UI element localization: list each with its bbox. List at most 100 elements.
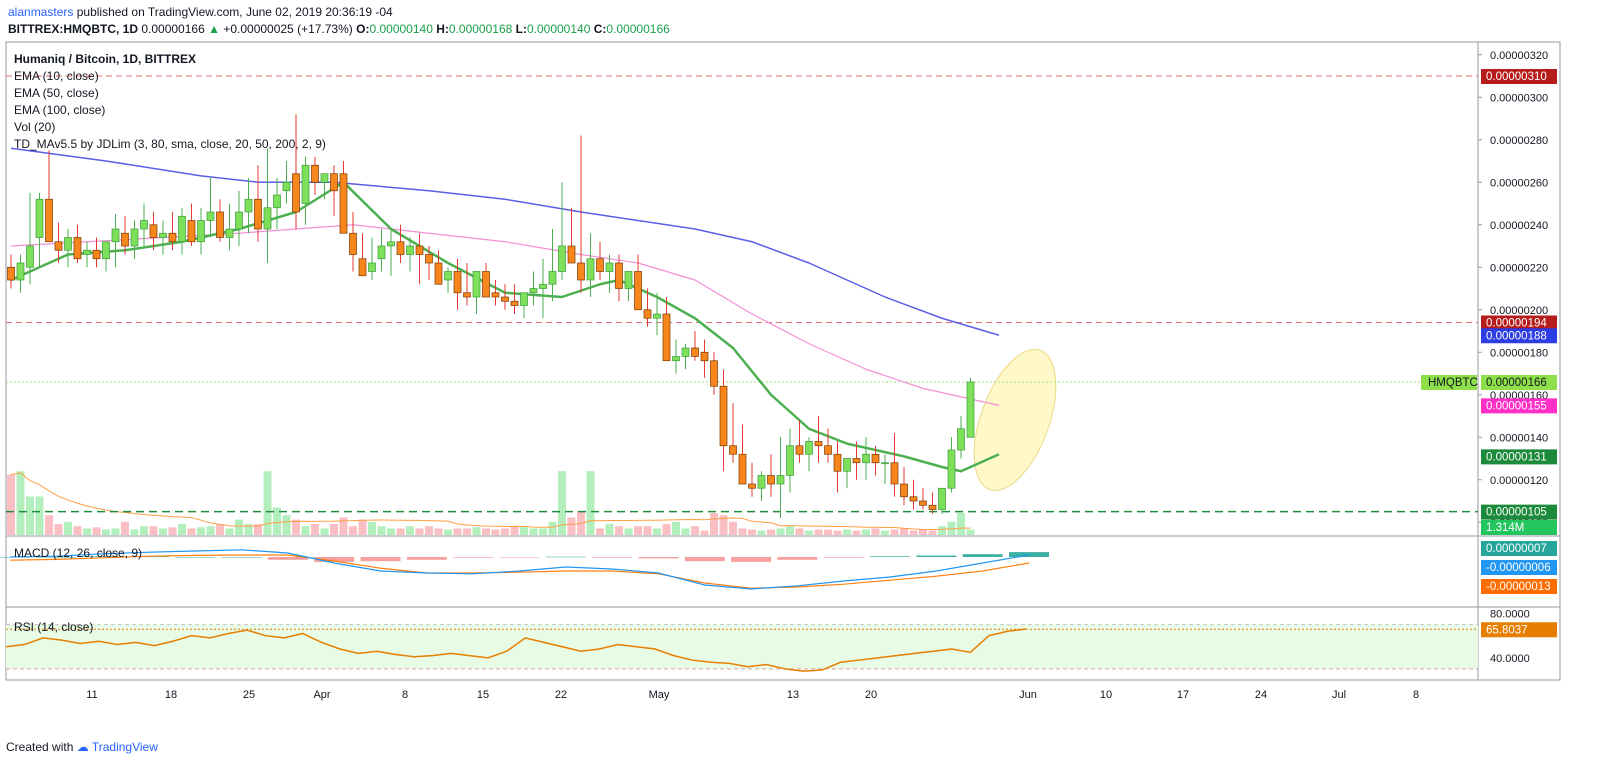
- recent-breakout-ellipse: [973, 348, 1057, 492]
- candle-body: [311, 164, 319, 183]
- candle-body: [187, 220, 196, 243]
- volume-bar: [434, 528, 443, 535]
- footer-prefix: Created with: [6, 740, 74, 754]
- candle-body: [482, 271, 490, 298]
- candle-body: [225, 228, 234, 238]
- candle-body: [653, 313, 661, 319]
- candle-body: [548, 271, 557, 285]
- macd-histogram-bar: [962, 554, 1003, 557]
- candle-body: [520, 292, 528, 306]
- volume-bar: [795, 528, 804, 535]
- rsi-title[interactable]: RSI (14, close): [14, 620, 94, 634]
- candle-body: [7, 266, 15, 281]
- volume-bar: [586, 471, 595, 535]
- volume-bar: [890, 529, 899, 535]
- legend-volume[interactable]: Vol (20): [14, 120, 56, 134]
- price-axis-tag: 0.00000310: [1486, 71, 1547, 83]
- volume-bar: [235, 519, 243, 535]
- macd-line: [9, 549, 1030, 590]
- candle-body: [738, 453, 747, 485]
- chart-frame: [5, 41, 1561, 681]
- candle-body: [871, 453, 880, 464]
- volume-bar: [966, 529, 975, 535]
- volume-bar: [871, 528, 880, 535]
- rsi-band: [6, 624, 1478, 669]
- legend-td-ma[interactable]: TD_MAv5.5 by JDLim (3, 80, sma, close, 2…: [14, 137, 326, 151]
- candle-body: [121, 232, 129, 247]
- rsi-axis-tag: 65.8037: [1486, 624, 1528, 636]
- candle-body: [700, 351, 709, 362]
- macd-axis-tag: -0.00000013: [1486, 581, 1551, 593]
- candle-body: [577, 262, 585, 281]
- candle-body: [890, 462, 899, 485]
- candle-body: [919, 500, 927, 506]
- candle-body: [824, 445, 832, 455]
- macd-histogram-bar: [82, 556, 123, 557]
- volume-bar: [358, 519, 367, 535]
- time-tick-label: 10: [1100, 689, 1112, 701]
- volume-bar: [833, 530, 842, 535]
- price-axis-tag: 0.00000105: [1486, 507, 1547, 519]
- legend-ema10[interactable]: EMA (10, close): [14, 69, 99, 83]
- volume-bar: [320, 528, 329, 535]
- macd-axis-tag-bg: [1481, 579, 1557, 594]
- volume-bar: [928, 530, 937, 535]
- candle-body: [852, 458, 861, 464]
- candle-body: [501, 296, 509, 302]
- rsi-line: [5, 628, 1027, 672]
- footer: Created with ☁ TradingView: [6, 740, 158, 754]
- volume-bar: [26, 496, 34, 535]
- candle-body: [957, 428, 965, 451]
- price-axis-tag-bg: [1481, 504, 1557, 520]
- last-price: 0.00000166: [141, 22, 205, 36]
- low-value: 0.00000140: [526, 22, 591, 36]
- candle-body: [244, 198, 253, 213]
- candle-body: [168, 232, 177, 243]
- candle-body: [368, 262, 376, 272]
- volume-bar: [634, 526, 642, 535]
- candle-body: [16, 262, 25, 281]
- candle-body: [719, 385, 728, 447]
- author-link[interactable]: alanmasters: [8, 5, 74, 19]
- candle-body: [159, 232, 167, 238]
- volume-bar: [814, 529, 823, 535]
- candle-body: [643, 309, 652, 319]
- price-tick-label: 0.00000280: [1490, 135, 1548, 147]
- candle-body: [767, 475, 775, 485]
- candle-body: [339, 173, 348, 234]
- candle-body: [529, 288, 538, 294]
- volume-bar: [605, 524, 614, 535]
- candle-body: [605, 262, 614, 272]
- candle-body: [615, 262, 623, 289]
- volume-bar: [425, 526, 433, 535]
- candle-body: [558, 245, 566, 272]
- price-tick-label: 0.00000240: [1490, 220, 1548, 232]
- volume-bar: [83, 528, 91, 535]
- price-axis-tag-bg: [1481, 69, 1557, 84]
- candle-body: [358, 258, 367, 277]
- price-tick-label: 0.00000180: [1490, 347, 1548, 359]
- macd-histogram-bar: [499, 557, 540, 558]
- macd-title[interactable]: MACD (12, 26, close, 9): [14, 546, 143, 560]
- volume-bar: [757, 530, 766, 535]
- volume-bar: [852, 530, 861, 535]
- price-axis-tag-bg: [1481, 398, 1557, 414]
- ema10-line: [10, 181, 1000, 473]
- legend-ema100[interactable]: EMA (100, close): [14, 103, 106, 117]
- candle-body: [26, 245, 34, 268]
- legend-ema50[interactable]: EMA (50, close): [14, 86, 99, 100]
- rsi-axis-tag-bg: [1481, 622, 1557, 638]
- time-tick-label: 8: [1413, 689, 1419, 701]
- volume-bar: [206, 526, 215, 535]
- candle-body: [102, 241, 110, 260]
- volume-bar: [111, 528, 120, 535]
- candle-body: [900, 483, 908, 498]
- price-tick-label: 0.00000220: [1490, 262, 1548, 274]
- footer-brand[interactable]: TradingView: [91, 740, 158, 754]
- volume-bar: [54, 524, 63, 535]
- time-tick-label: 22: [555, 689, 567, 701]
- price-axis-tag: 0.00000194: [1486, 318, 1547, 330]
- volume-bar: [140, 526, 148, 535]
